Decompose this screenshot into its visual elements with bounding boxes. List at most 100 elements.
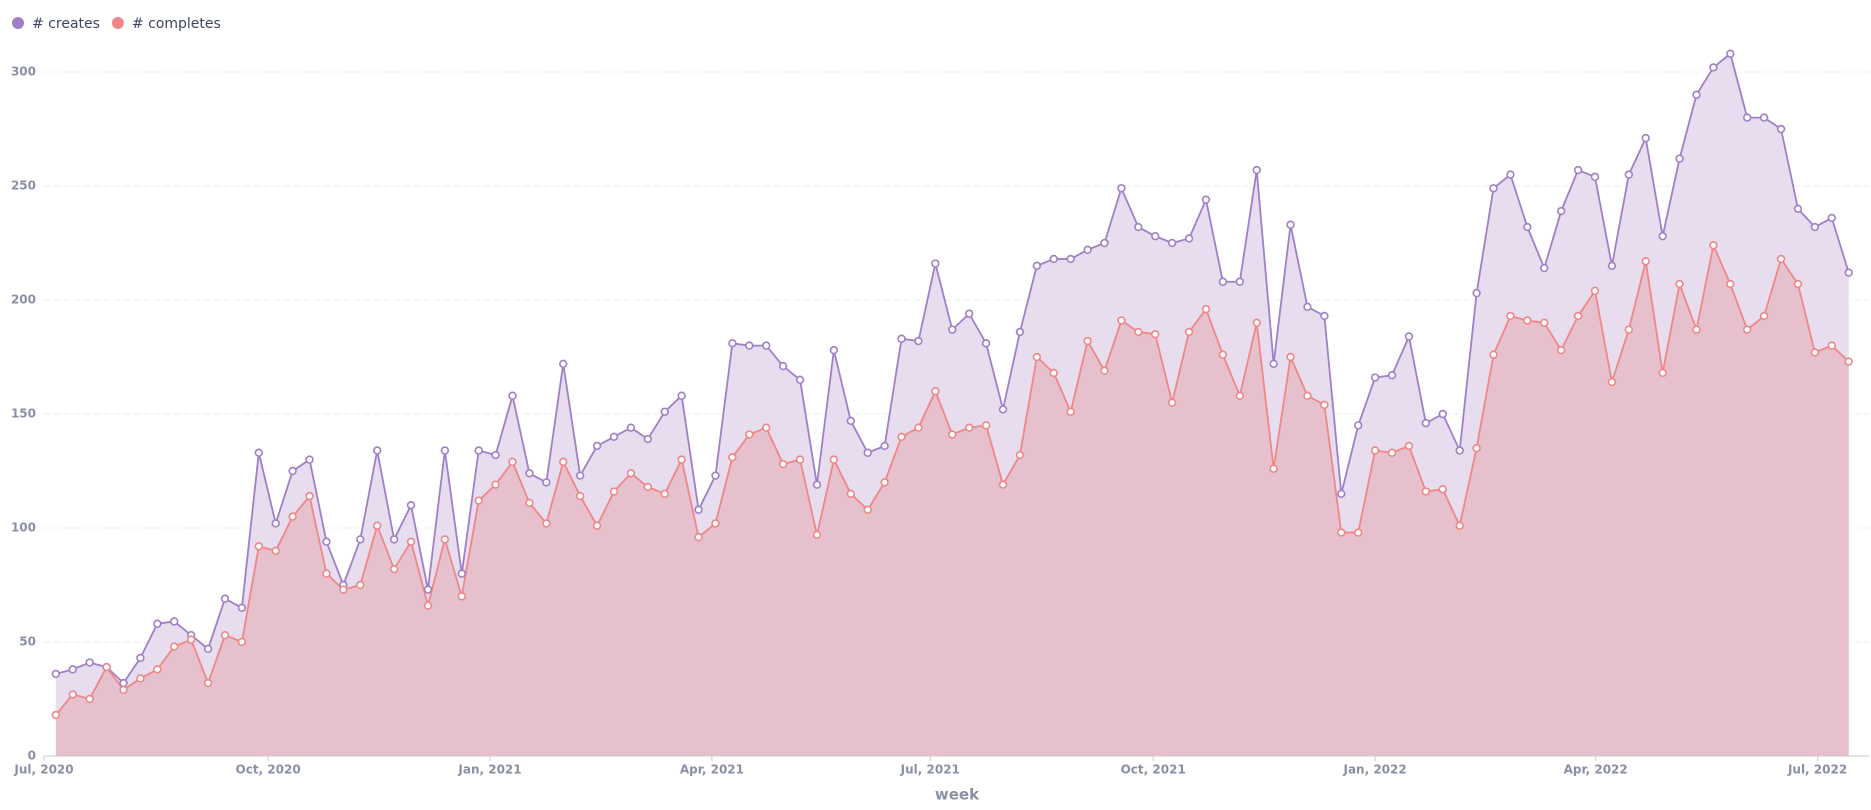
point — [1709, 63, 1718, 72]
point — [1218, 350, 1228, 359]
point — [406, 501, 416, 510]
point — [474, 496, 483, 505]
point — [1387, 371, 1397, 380]
point — [1015, 450, 1025, 460]
point — [778, 459, 788, 469]
point — [271, 519, 280, 528]
point — [1641, 257, 1650, 266]
point — [1709, 241, 1718, 250]
point — [406, 537, 416, 546]
point — [931, 387, 940, 396]
point — [68, 690, 77, 699]
point — [136, 674, 145, 683]
point — [305, 455, 314, 464]
point — [423, 585, 433, 594]
point — [51, 669, 61, 679]
point — [559, 359, 568, 369]
legend-label: # completes — [132, 16, 221, 32]
point — [1692, 90, 1701, 100]
point — [1049, 254, 1058, 264]
point — [1151, 330, 1160, 339]
point — [322, 569, 331, 578]
point — [1269, 359, 1278, 369]
point — [119, 685, 128, 695]
point — [931, 259, 940, 268]
point — [457, 592, 466, 601]
point — [508, 391, 517, 400]
point — [542, 519, 551, 528]
point — [1675, 154, 1684, 163]
legend-marker[interactable] — [12, 17, 24, 29]
point — [508, 457, 517, 467]
point — [846, 416, 855, 426]
point — [964, 309, 974, 318]
point — [1844, 357, 1853, 366]
point — [1438, 409, 1447, 419]
point — [170, 642, 179, 651]
point — [863, 505, 872, 514]
point — [85, 694, 94, 704]
point — [1658, 368, 1667, 378]
point — [1793, 204, 1803, 214]
point — [1032, 261, 1042, 270]
point — [1134, 327, 1143, 337]
point — [389, 535, 399, 544]
point — [1506, 311, 1515, 321]
point — [762, 423, 771, 432]
point — [1726, 279, 1735, 289]
point — [136, 653, 145, 663]
point — [1083, 245, 1092, 255]
point — [812, 530, 822, 540]
point — [1827, 213, 1836, 223]
y-tick-label: 0 — [28, 749, 36, 763]
x-tick-label: Apr, 2022 — [1564, 763, 1628, 777]
x-tick-label: Jan, 2022 — [1342, 763, 1406, 777]
point — [491, 480, 500, 489]
legend-marker[interactable] — [111, 17, 124, 29]
point — [846, 489, 855, 498]
point — [914, 336, 923, 346]
point — [829, 345, 839, 355]
point — [677, 391, 686, 400]
point — [1303, 391, 1312, 400]
point — [1167, 238, 1177, 248]
point — [1692, 325, 1701, 334]
point — [1337, 528, 1346, 537]
point — [1607, 377, 1617, 387]
point — [863, 448, 872, 457]
point — [660, 407, 669, 416]
point — [1726, 49, 1735, 58]
point — [1675, 279, 1684, 289]
point — [1066, 254, 1075, 264]
point — [373, 446, 382, 455]
point — [559, 457, 568, 467]
point — [542, 478, 551, 487]
point — [220, 594, 230, 603]
point — [1117, 184, 1126, 193]
point — [356, 535, 365, 544]
y-tick-label: 50 — [19, 635, 36, 649]
point — [626, 423, 636, 432]
point — [948, 325, 957, 334]
point — [1523, 316, 1532, 325]
point — [237, 603, 247, 612]
point — [575, 491, 585, 501]
point — [1184, 327, 1194, 337]
point — [897, 334, 906, 343]
point — [1404, 332, 1414, 341]
point — [1540, 263, 1549, 273]
point — [457, 569, 466, 578]
point — [1370, 446, 1380, 455]
point — [1793, 279, 1803, 289]
point — [1556, 206, 1566, 216]
point — [491, 450, 500, 460]
point — [1252, 318, 1261, 327]
x-axis-title: week — [935, 786, 980, 804]
point — [1776, 254, 1786, 264]
point — [1303, 302, 1312, 312]
point — [1117, 316, 1126, 325]
point — [677, 455, 686, 464]
point — [1523, 222, 1532, 232]
point — [1337, 489, 1346, 498]
